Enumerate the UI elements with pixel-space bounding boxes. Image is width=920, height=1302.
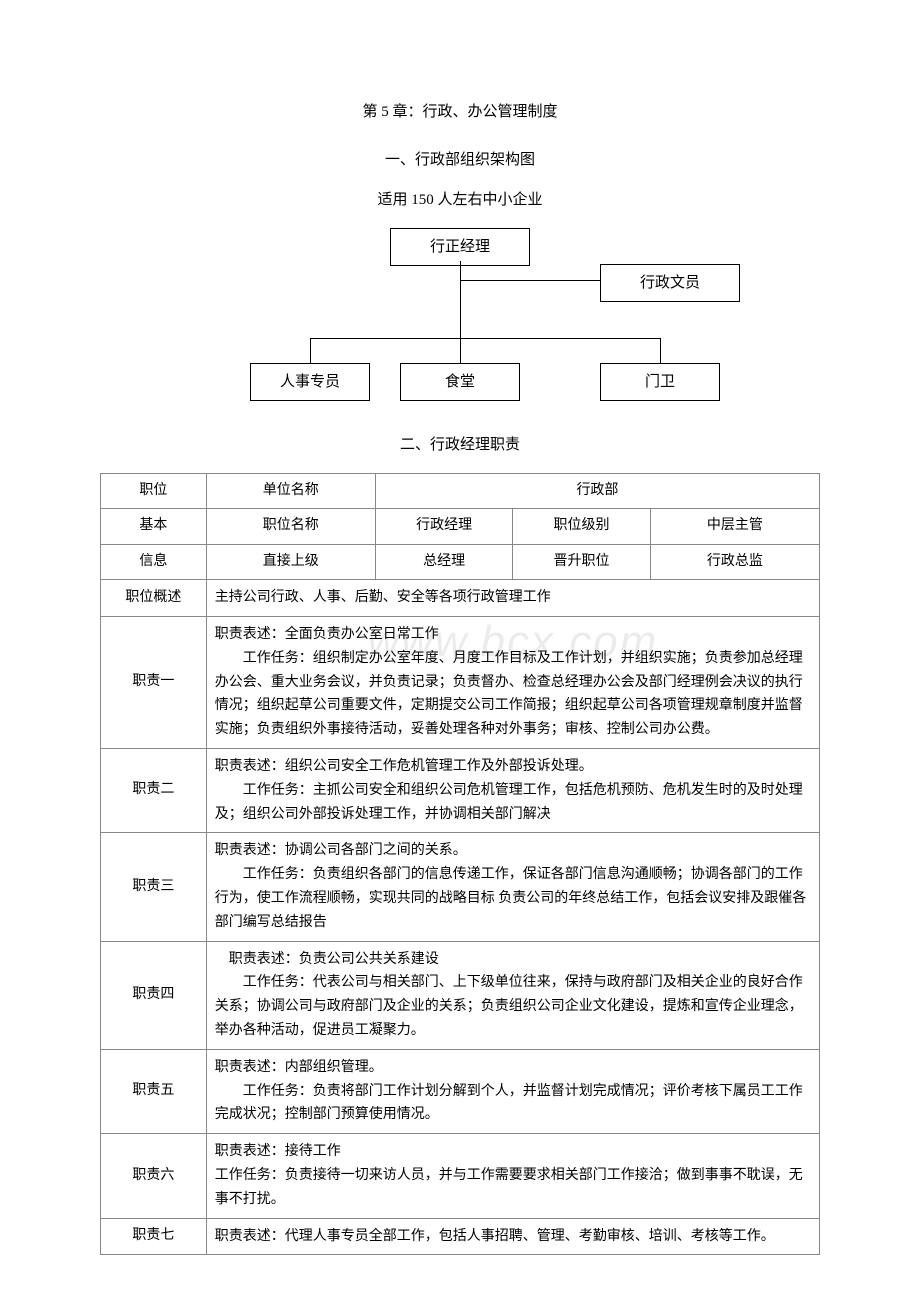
cell-duty7-text: 职责表述：代理人事专员全部工作，包括人事招聘、管理、考勤审核、培训、考核等工作。 xyxy=(206,1218,819,1255)
duty1-content: 职责表述：全面负责办公室日常工作 工作任务：组织制定办公室年度、月度工作目标及工… xyxy=(215,627,803,737)
cell-position: 职位 xyxy=(101,474,207,509)
chapter-title: 第 5 章：行政、办公管理制度 xyxy=(100,100,820,124)
cell-duty5-label: 职责五 xyxy=(101,1049,207,1133)
cell-duty3-text: 职责表述：协调公司各部门之间的关系。 工作任务：负责组织各部门的信息传递工作，保… xyxy=(206,833,819,941)
cell-overview-label: 职位概述 xyxy=(101,580,207,617)
responsibilities-table: 职位 单位名称 行政部 基本 职位名称 行政经理 职位级别 中层主管 信息 直接… xyxy=(100,473,820,1255)
cell-duty4-label: 职责四 xyxy=(101,941,207,1049)
org-line xyxy=(660,338,661,363)
cell-superior-label: 直接上级 xyxy=(206,544,375,579)
cell-duty3-label: 职责三 xyxy=(101,833,207,941)
org-node-guard: 门卫 xyxy=(600,363,720,401)
org-chart: 行正经理 行政文员 人事专员 食堂 门卫 xyxy=(100,228,820,403)
cell-basic: 基本 xyxy=(101,509,207,544)
cell-position-name: 行政经理 xyxy=(375,509,512,544)
cell-position-name-label: 职位名称 xyxy=(206,509,375,544)
cell-duty2-text: 职责表述：组织公司安全工作危机管理工作及外部投诉处理。 工作任务：主抓公司安全和… xyxy=(206,748,819,832)
org-node-hr: 人事专员 xyxy=(250,363,370,401)
org-line xyxy=(460,261,461,338)
watermark: www.bcx.com xyxy=(367,605,658,680)
org-line xyxy=(460,280,600,281)
cell-unit-name: 行政部 xyxy=(375,474,819,509)
cell-duty1-text: www.bcx.com 职责表述：全面负责办公室日常工作 工作任务：组织制定办公… xyxy=(206,616,819,748)
cell-position-level-label: 职位级别 xyxy=(513,509,650,544)
org-node-canteen: 食堂 xyxy=(400,363,520,401)
section2-title: 二、行政经理职责 xyxy=(100,433,820,457)
org-node-clerk: 行政文员 xyxy=(600,264,740,302)
org-line xyxy=(460,338,461,363)
cell-info: 信息 xyxy=(101,544,207,579)
cell-superior: 总经理 xyxy=(375,544,512,579)
cell-duty6-text: 职责表述：接待工作工作任务：负责接待一切来访人员，并与工作需要要求相关部门工作接… xyxy=(206,1134,819,1218)
org-line xyxy=(310,338,660,339)
cell-duty6-label: 职责六 xyxy=(101,1134,207,1218)
cell-position-level: 中层主管 xyxy=(650,509,819,544)
cell-overview-text: 主持公司行政、人事、后勤、安全等各项行政管理工作 xyxy=(206,580,819,617)
cell-promotion: 行政总监 xyxy=(650,544,819,579)
cell-duty1-label: 职责一 xyxy=(101,616,207,748)
cell-promotion-label: 晋升职位 xyxy=(513,544,650,579)
cell-duty4-text: 职责表述：负责公司公共关系建设 工作任务：代表公司与相关部门、上下级单位往来，保… xyxy=(206,941,819,1049)
section1-title: 一、行政部组织架构图 xyxy=(100,148,820,172)
cell-duty2-label: 职责二 xyxy=(101,748,207,832)
org-line xyxy=(310,338,311,363)
caption: 适用 150 人左右中小企业 xyxy=(100,188,820,212)
cell-duty7-label: 职责七 xyxy=(101,1218,207,1255)
cell-duty5-text: 职责表述：内部组织管理。 工作任务：负责将部门工作计划分解到个人，并监督计划完成… xyxy=(206,1049,819,1133)
cell-unit-name-label: 单位名称 xyxy=(206,474,375,509)
